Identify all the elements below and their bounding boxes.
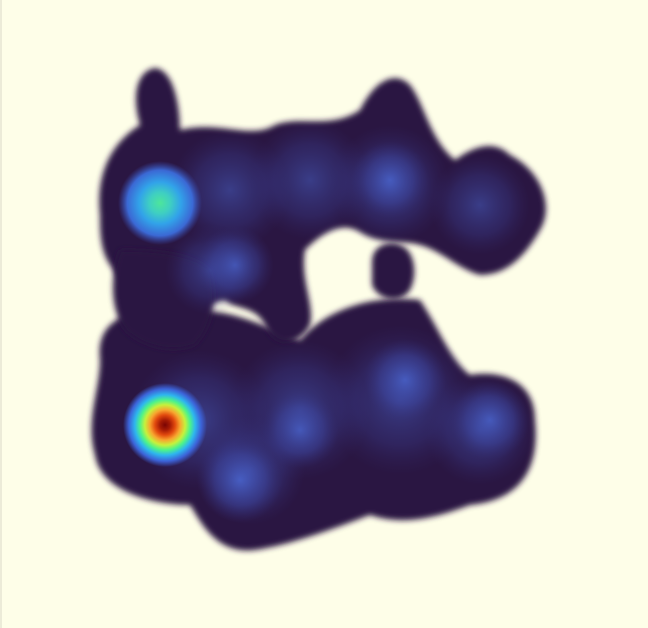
plot-edge — [0, 0, 2, 628]
density-glow-8 — [430, 155, 530, 255]
hotspot-5 — [351, 141, 429, 219]
hotspot-4 — [363, 338, 447, 422]
hotspot-3 — [197, 437, 283, 523]
hotspot-7 — [196, 226, 274, 304]
hotspot-1 — [123, 383, 207, 467]
hotspot-8 — [261, 391, 339, 469]
density-hotspots — [118, 141, 530, 523]
hotspot-2 — [118, 161, 202, 245]
hotspot-6 — [450, 380, 530, 460]
density-region-4 — [372, 243, 415, 300]
